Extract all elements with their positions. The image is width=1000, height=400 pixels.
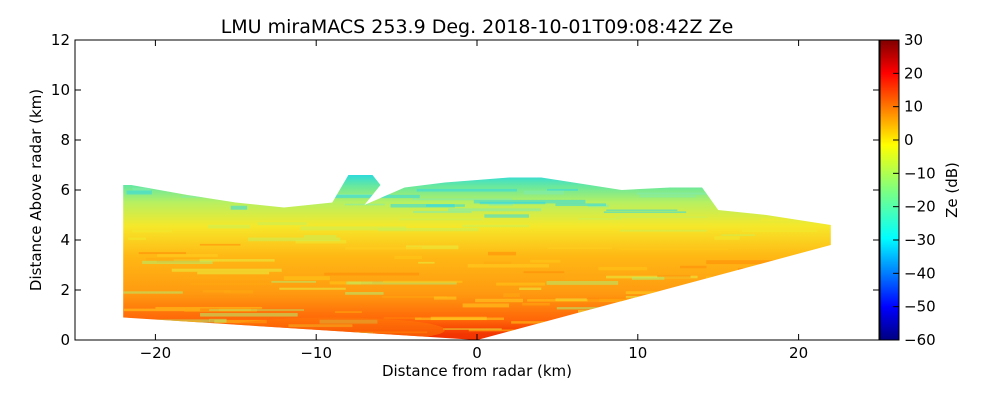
y-tick-label: 10 [51,81,70,99]
x-axis-ticks: −20 −10 0 10 20 [140,40,808,362]
colorbar-label: Ze (dB) [943,162,961,218]
colorbar-tick-label: −60 [904,331,936,349]
colorbar-ticks: 30 20 10 0 −10 −20 −30 −40 −50 −60 [893,31,936,349]
y-tick-label: 6 [60,181,70,199]
y-tick-label: 0 [60,331,70,349]
colorbar-tick-label: −10 [904,164,936,182]
colorbar-tick-label: 0 [904,131,914,149]
colorbar-tick-label: −30 [904,231,936,249]
y-tick-label: 8 [60,131,70,149]
colorbar-tick-label: −20 [904,198,936,216]
x-tick-label: −10 [300,344,332,362]
y-axis-label: Distance Above radar (km) [27,89,45,291]
x-axis-label: Distance from radar (km) [382,362,572,380]
x-tick-label: −20 [140,344,172,362]
colorbar-tick-label: −50 [904,298,936,316]
chart-title: LMU miraMACS 253.9 Deg. 2018-10-01T09:08… [221,16,734,38]
colorbar-tick-label: −40 [904,264,936,282]
colorbar-tick-label: 20 [904,64,923,82]
colorbar-tick-label: 10 [904,98,923,116]
y-tick-label: 4 [60,231,70,249]
colorbar-tick-label: 30 [904,31,923,49]
x-tick-label: 10 [628,344,647,362]
y-axis-ticks: 0 2 4 6 8 10 12 [51,31,879,349]
y-tick-label: 12 [51,31,70,49]
x-tick-label: 0 [472,344,482,362]
x-tick-label: 20 [789,344,808,362]
y-tick-label: 2 [60,281,70,299]
colorbar [879,39,900,341]
